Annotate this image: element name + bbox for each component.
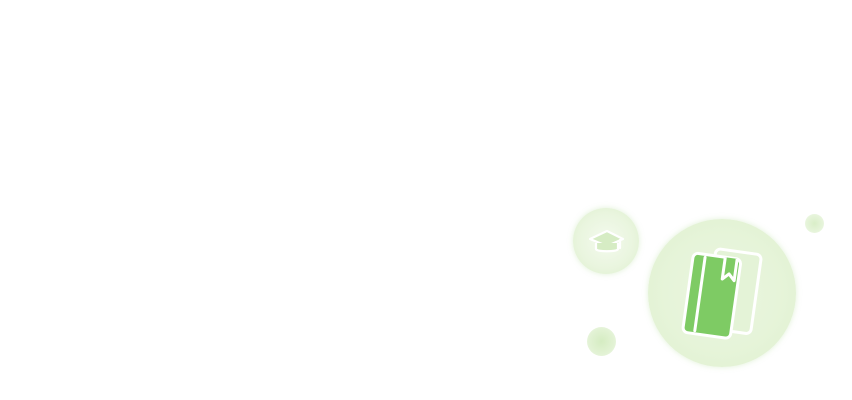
decorative-dot <box>805 214 824 233</box>
decorative-dot <box>587 327 616 356</box>
graduation-cap-icon <box>588 229 625 253</box>
book-icon <box>681 247 763 340</box>
